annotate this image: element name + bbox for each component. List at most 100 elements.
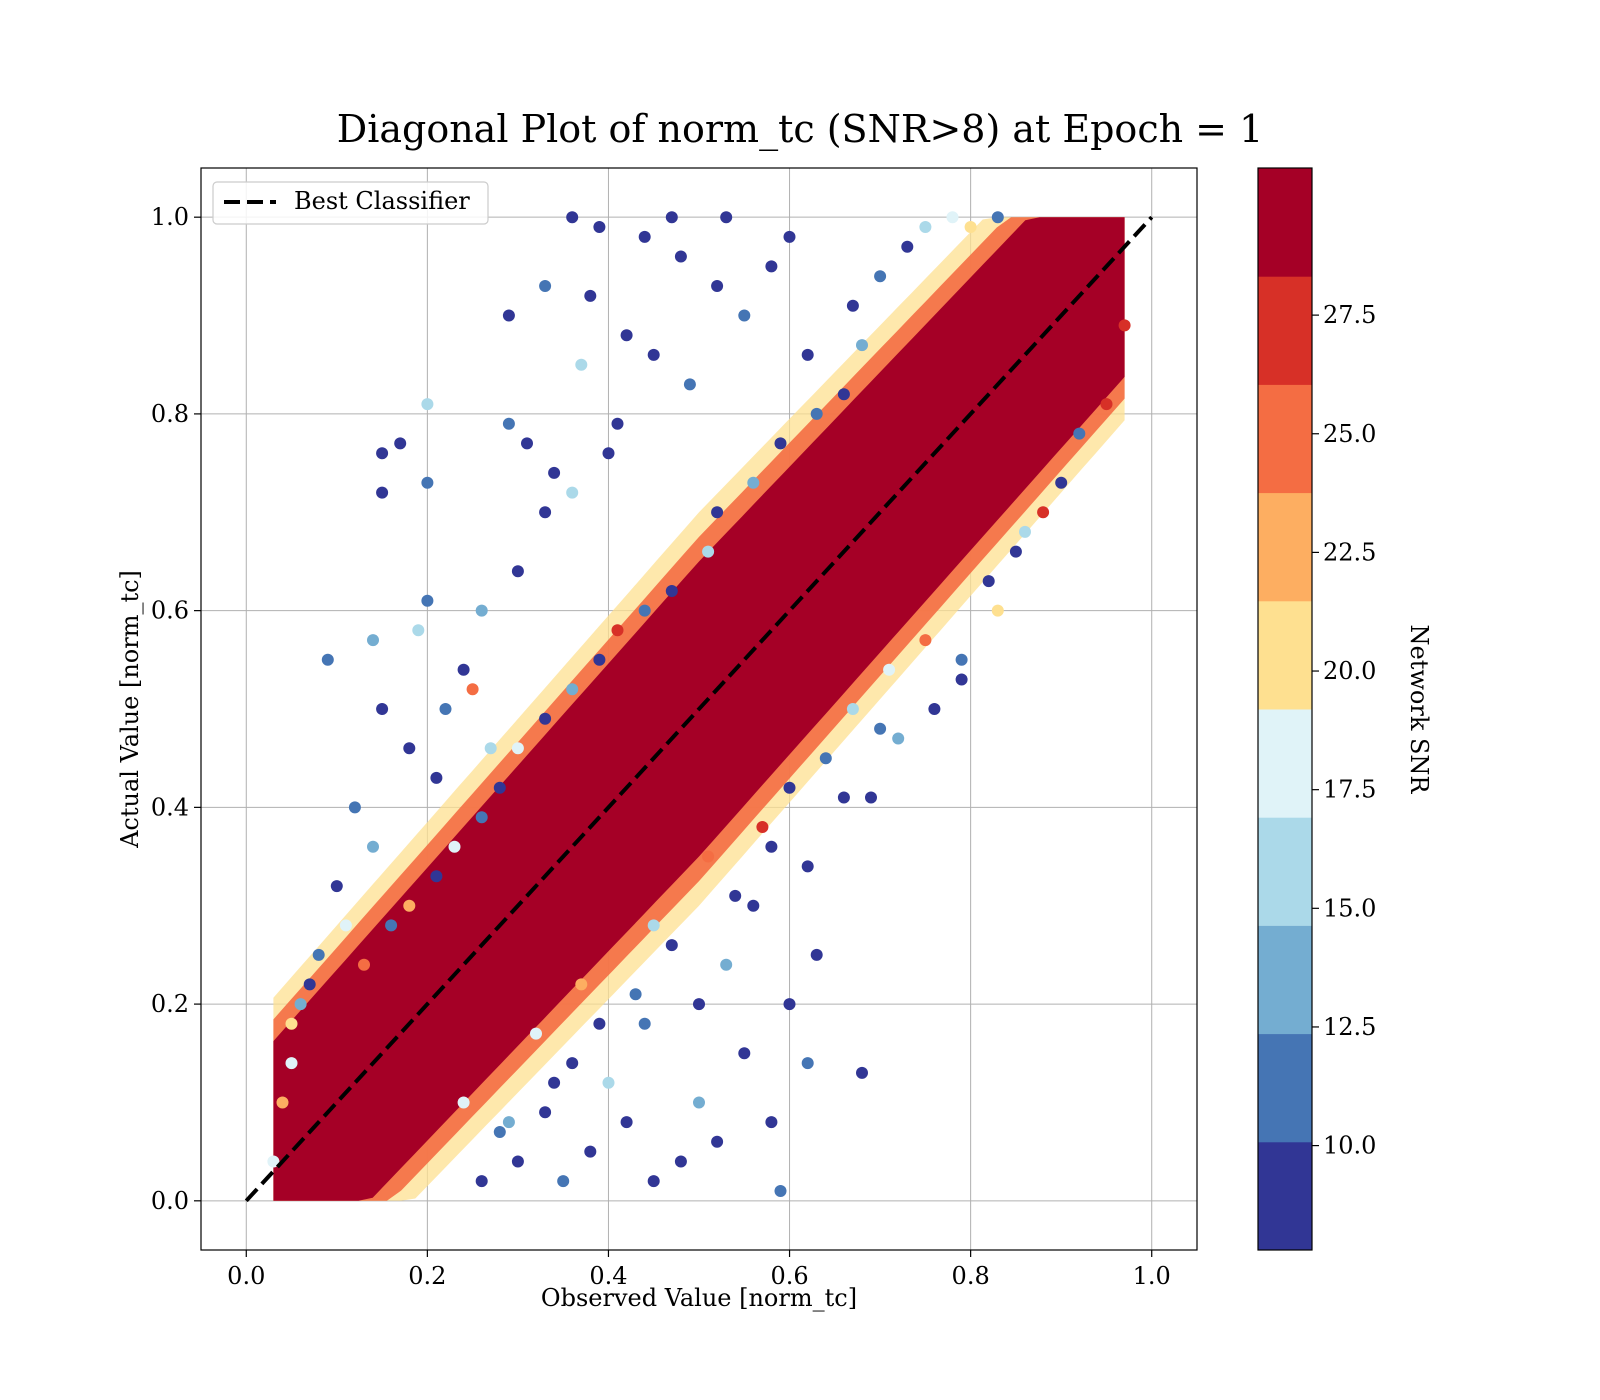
scatter-point — [846, 703, 859, 715]
legend-box — [212, 181, 489, 225]
scatter-point — [521, 437, 533, 450]
scatter-point — [566, 211, 579, 224]
scatter-point — [430, 870, 443, 883]
scatter-point — [928, 703, 941, 715]
scatter-point — [285, 1017, 298, 1030]
scatter-point — [421, 594, 434, 607]
scatter-point — [502, 309, 515, 322]
colorbar-tick-label: 20.0 — [1323, 657, 1376, 685]
scatter-point — [493, 1126, 506, 1138]
scatter-point — [874, 270, 887, 283]
y-tick-label: 0.4 — [151, 793, 189, 821]
scatter-point — [557, 1175, 570, 1188]
scatter-point — [647, 919, 660, 932]
scatter-point — [511, 565, 524, 578]
y-tick-label: 0.0 — [151, 1187, 189, 1215]
y-axis-label: Actual Value [norm_tc] — [116, 570, 144, 849]
scatter-point — [720, 958, 733, 971]
colorbar-tick-label: 15.0 — [1323, 894, 1376, 922]
scatter-point — [575, 978, 588, 991]
colorbar-band — [1258, 276, 1312, 385]
scatter-point — [321, 653, 334, 666]
colorbar-band — [1258, 384, 1312, 494]
scatter-point — [421, 398, 434, 411]
scatter-point — [919, 221, 932, 233]
scatter-point — [348, 801, 361, 814]
colorbar-tick-label: 25.0 — [1323, 420, 1376, 448]
scatter-point — [693, 1096, 705, 1109]
colorbar-band — [1258, 709, 1312, 818]
scatter-point — [502, 417, 515, 430]
scatter-point — [756, 821, 769, 833]
scatter-point — [575, 358, 588, 371]
scatter-points — [267, 211, 1131, 1197]
scatter-point — [919, 634, 932, 647]
scatter-point — [865, 791, 877, 804]
scatter-point — [647, 348, 660, 361]
colorbar-tick-label: 27.5 — [1323, 301, 1376, 329]
x-tick-label: 0.8 — [952, 1262, 990, 1290]
scatter-point — [765, 840, 778, 853]
scatter-point — [892, 732, 905, 745]
scatter-point — [593, 1017, 606, 1030]
scatter-point — [982, 575, 995, 588]
scatter-point — [611, 417, 624, 430]
scatter-point — [276, 1096, 289, 1109]
scatter-point — [729, 889, 742, 902]
scatter-point — [1100, 398, 1113, 411]
scatter-point — [665, 585, 678, 597]
scatter-point — [991, 211, 1004, 224]
scatter-point — [566, 683, 579, 696]
scatter-point — [765, 260, 778, 273]
scatter-point — [783, 998, 796, 1011]
scatter-point — [629, 988, 642, 1001]
scatter-point — [339, 919, 352, 932]
x-tick-label: 0.4 — [589, 1262, 627, 1290]
scatter-point — [702, 545, 715, 558]
scatter-point — [376, 447, 389, 460]
scatter-point — [457, 1096, 470, 1109]
colorbar: 10.0 12.5 15.0 17.5 20.0 22.5 25.0 27.5 — [1257, 167, 1376, 1251]
scatter-point — [1055, 476, 1068, 489]
scatter-point — [738, 309, 751, 322]
colorbar-tick-label: 12.5 — [1323, 1013, 1376, 1041]
scatter-point — [484, 742, 497, 755]
scatter-point — [946, 211, 959, 224]
scatter-point — [403, 742, 416, 755]
scatter-point — [991, 604, 1004, 617]
scatter-point — [376, 703, 389, 715]
scatter-point — [602, 447, 615, 460]
y-axis-ticks: 0.0 0.2 0.4 0.6 0.8 1.0 — [151, 203, 201, 1215]
y-tick-label: 1.0 — [151, 203, 189, 231]
scatter-point — [584, 1145, 597, 1158]
scatter-point — [539, 1106, 552, 1119]
scatter-point — [530, 1027, 542, 1040]
scatter-point — [548, 466, 561, 479]
scatter-point — [566, 486, 579, 499]
scatter-point — [846, 299, 859, 312]
scatter-point — [711, 506, 724, 519]
scatter-point — [765, 1116, 778, 1129]
y-tick-label: 0.2 — [151, 990, 189, 1018]
scatter-point — [566, 1057, 579, 1070]
scatter-point — [448, 840, 461, 853]
legend-label: Best Classifier — [294, 187, 470, 215]
scatter-point — [376, 486, 389, 499]
colorbar-band — [1258, 1033, 1312, 1143]
scatter-point — [674, 250, 687, 263]
scatter-point — [611, 624, 624, 637]
scatter-point — [620, 329, 633, 342]
best-classifier-line — [244, 215, 1154, 1203]
legend: Best Classifier — [212, 181, 489, 225]
colorbar-band — [1258, 1141, 1312, 1251]
scatter-point — [294, 998, 307, 1011]
scatter-point — [711, 1135, 724, 1148]
scatter-point — [593, 653, 606, 666]
scatter-point — [285, 1057, 298, 1070]
scatter-point — [955, 673, 968, 686]
scatter-point — [783, 781, 796, 794]
scatter-point — [412, 624, 425, 637]
colorbar-frame — [1257, 167, 1313, 1251]
scatter-point — [711, 280, 724, 292]
scatter-point — [602, 1076, 615, 1089]
